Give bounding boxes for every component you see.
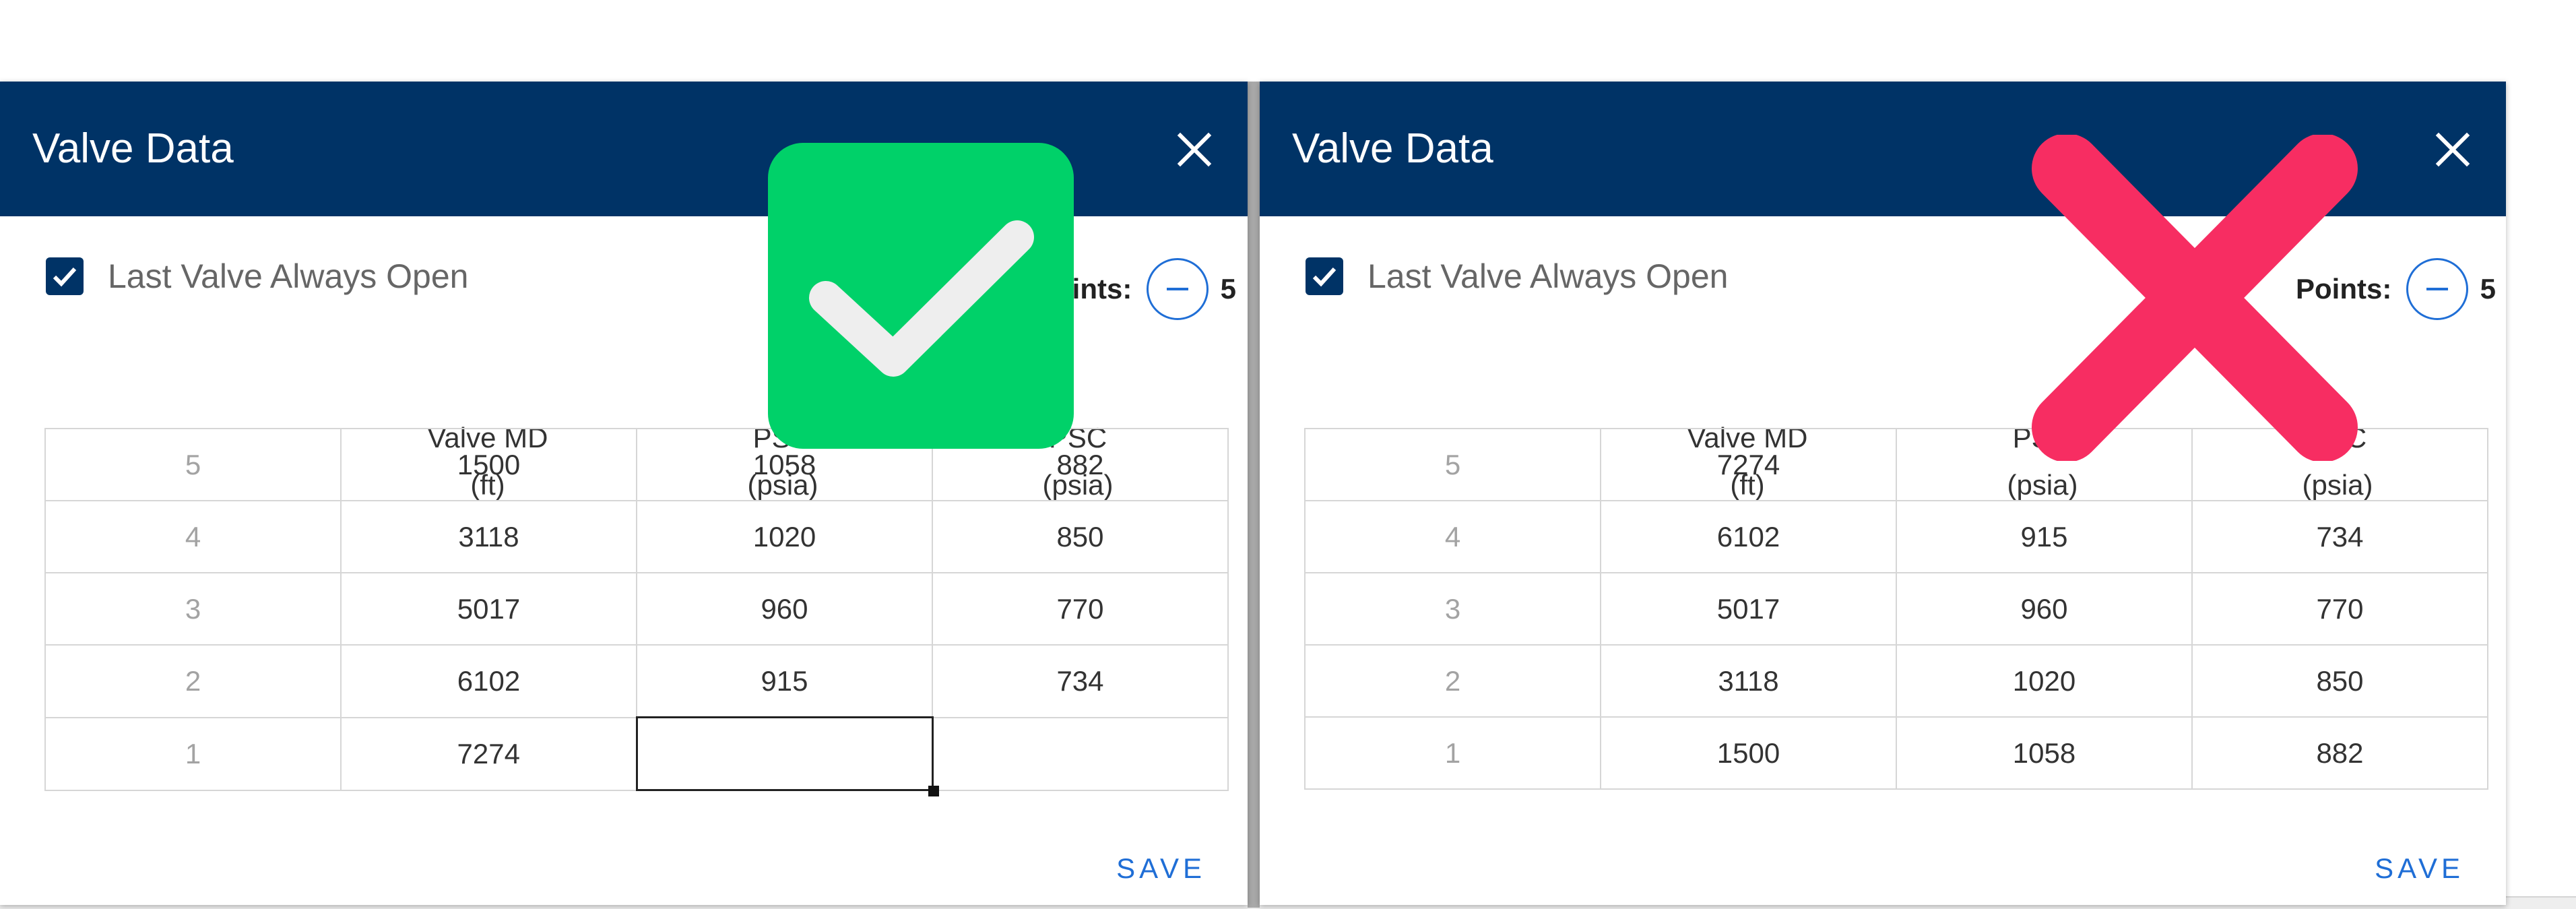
psc-cell[interactable]: 734 bbox=[2191, 500, 2488, 573]
close-button[interactable] bbox=[2429, 126, 2476, 173]
panel-divider bbox=[1248, 82, 1260, 908]
decrement-button[interactable] bbox=[1147, 258, 1209, 320]
row-index-cell: 3 bbox=[1304, 572, 1601, 646]
valve-md-cell[interactable]: 1500 bbox=[1600, 716, 1897, 790]
pso-cell[interactable]: 960 bbox=[1896, 572, 2193, 646]
valve-md-cell[interactable]: 6102 bbox=[1600, 500, 1897, 573]
pso-cell[interactable]: 915 bbox=[1896, 500, 2193, 573]
last-valve-always-open-checkbox[interactable] bbox=[46, 257, 84, 295]
decrement-button[interactable] bbox=[2406, 258, 2469, 320]
row-index-cell: 2 bbox=[1304, 644, 1601, 718]
table-row: 4 6102 915 734 bbox=[1304, 500, 2488, 573]
points-label: Points: bbox=[2296, 273, 2392, 305]
correct-badge bbox=[768, 143, 1074, 449]
valve-md-cell[interactable]: 3118 bbox=[1600, 644, 1897, 718]
table-row: 2 3118 1020 850 bbox=[1304, 644, 2488, 718]
row-index-cell: 5 bbox=[1304, 428, 1601, 501]
valve-data-table: 5 1500 1058 882 4 3118 1020 850 3 5017 960 770 2 6102… bbox=[44, 428, 1229, 796]
incorrect-mark bbox=[2026, 135, 2363, 461]
table-row: 2 6102 915 734 bbox=[44, 644, 1229, 718]
table-row: 4 3118 1020 850 bbox=[44, 500, 1229, 573]
row-index-cell: 1 bbox=[44, 716, 342, 791]
psc-cell[interactable]: 734 bbox=[932, 644, 1229, 718]
check-mark-icon bbox=[809, 220, 1034, 377]
valve-md-cell[interactable]: 7274 bbox=[340, 716, 637, 791]
valve-md-cell[interactable]: 5017 bbox=[1600, 572, 1897, 646]
minus-icon bbox=[2426, 288, 2449, 290]
psc-cell[interactable]: 770 bbox=[2191, 572, 2488, 646]
table-row: 5 7274 bbox=[1304, 428, 2488, 501]
valve-md-cell[interactable]: 6102 bbox=[340, 644, 637, 718]
save-button[interactable]: SAVE bbox=[1116, 852, 1206, 884]
cross-mark-icon bbox=[2032, 135, 2358, 461]
last-valve-open-row: Last Valve Always Open bbox=[46, 253, 468, 300]
last-valve-open-row: Last Valve Always Open bbox=[1306, 253, 1728, 300]
row-index-cell: 2 bbox=[44, 644, 342, 718]
pso-cell[interactable]: 1020 bbox=[1896, 644, 2193, 718]
last-valve-always-open-checkbox[interactable] bbox=[1306, 257, 1343, 295]
table-row: 3 5017 960 770 bbox=[44, 572, 1229, 646]
valve-md-cell[interactable]: 5017 bbox=[340, 572, 637, 646]
save-button[interactable]: SAVE bbox=[2375, 852, 2464, 884]
points-value: 5 bbox=[1220, 273, 1236, 305]
psc-cell[interactable]: 850 bbox=[932, 500, 1229, 573]
pso-cell[interactable]: 1058 bbox=[1896, 716, 2193, 790]
table-row: 3 5017 960 770 bbox=[1304, 572, 2488, 646]
valve-data-table: 5 7274 4 6102 915 734 3 5017 960 770 2 3118 1020 850 1… bbox=[1304, 428, 2488, 790]
table-row: 1 1500 1058 882 bbox=[1304, 716, 2488, 790]
pso-cell-editing[interactable] bbox=[635, 716, 939, 796]
close-icon bbox=[1177, 132, 1212, 167]
close-button[interactable] bbox=[1171, 126, 1218, 173]
valve-md-cell[interactable]: 3118 bbox=[340, 500, 637, 573]
fill-handle[interactable] bbox=[928, 786, 939, 796]
pso-cell[interactable]: 960 bbox=[636, 572, 933, 646]
pso-cell[interactable]: 1020 bbox=[636, 500, 933, 573]
dialog-title: Valve Data bbox=[32, 125, 234, 172]
dialog-title: Valve Data bbox=[1292, 125, 1493, 172]
psc-cell[interactable]: 882 bbox=[2191, 716, 2488, 790]
row-index-cell: 5 bbox=[44, 428, 342, 501]
checkbox-label: Last Valve Always Open bbox=[1367, 257, 1729, 295]
points-value: 5 bbox=[2480, 273, 2496, 305]
valve-md-cell[interactable]: 7274 bbox=[1600, 428, 1897, 501]
checkbox-label: Last Valve Always Open bbox=[108, 257, 469, 295]
valve-data-dialog-incorrect: Valve Data Last Valve Always Open Points… bbox=[1260, 82, 2506, 905]
row-index-cell: 1 bbox=[1304, 716, 1601, 790]
pso-cell[interactable]: 915 bbox=[636, 644, 933, 718]
close-icon bbox=[2435, 132, 2470, 167]
points-stepper: Points: 5 bbox=[2296, 255, 2506, 323]
row-index-cell: 3 bbox=[44, 572, 342, 646]
table-row: 1 7274 bbox=[44, 716, 1229, 796]
psc-cell[interactable]: 770 bbox=[932, 572, 1229, 646]
row-index-cell: 4 bbox=[1304, 500, 1601, 573]
minus-icon bbox=[1167, 288, 1189, 290]
checkmark-icon bbox=[1312, 267, 1337, 287]
checkmark-icon bbox=[53, 267, 77, 287]
psc-cell[interactable]: 850 bbox=[2191, 644, 2488, 718]
psc-cell[interactable] bbox=[932, 716, 1229, 791]
row-index-cell: 4 bbox=[44, 500, 342, 573]
valve-md-cell[interactable]: 1500 bbox=[340, 428, 637, 501]
